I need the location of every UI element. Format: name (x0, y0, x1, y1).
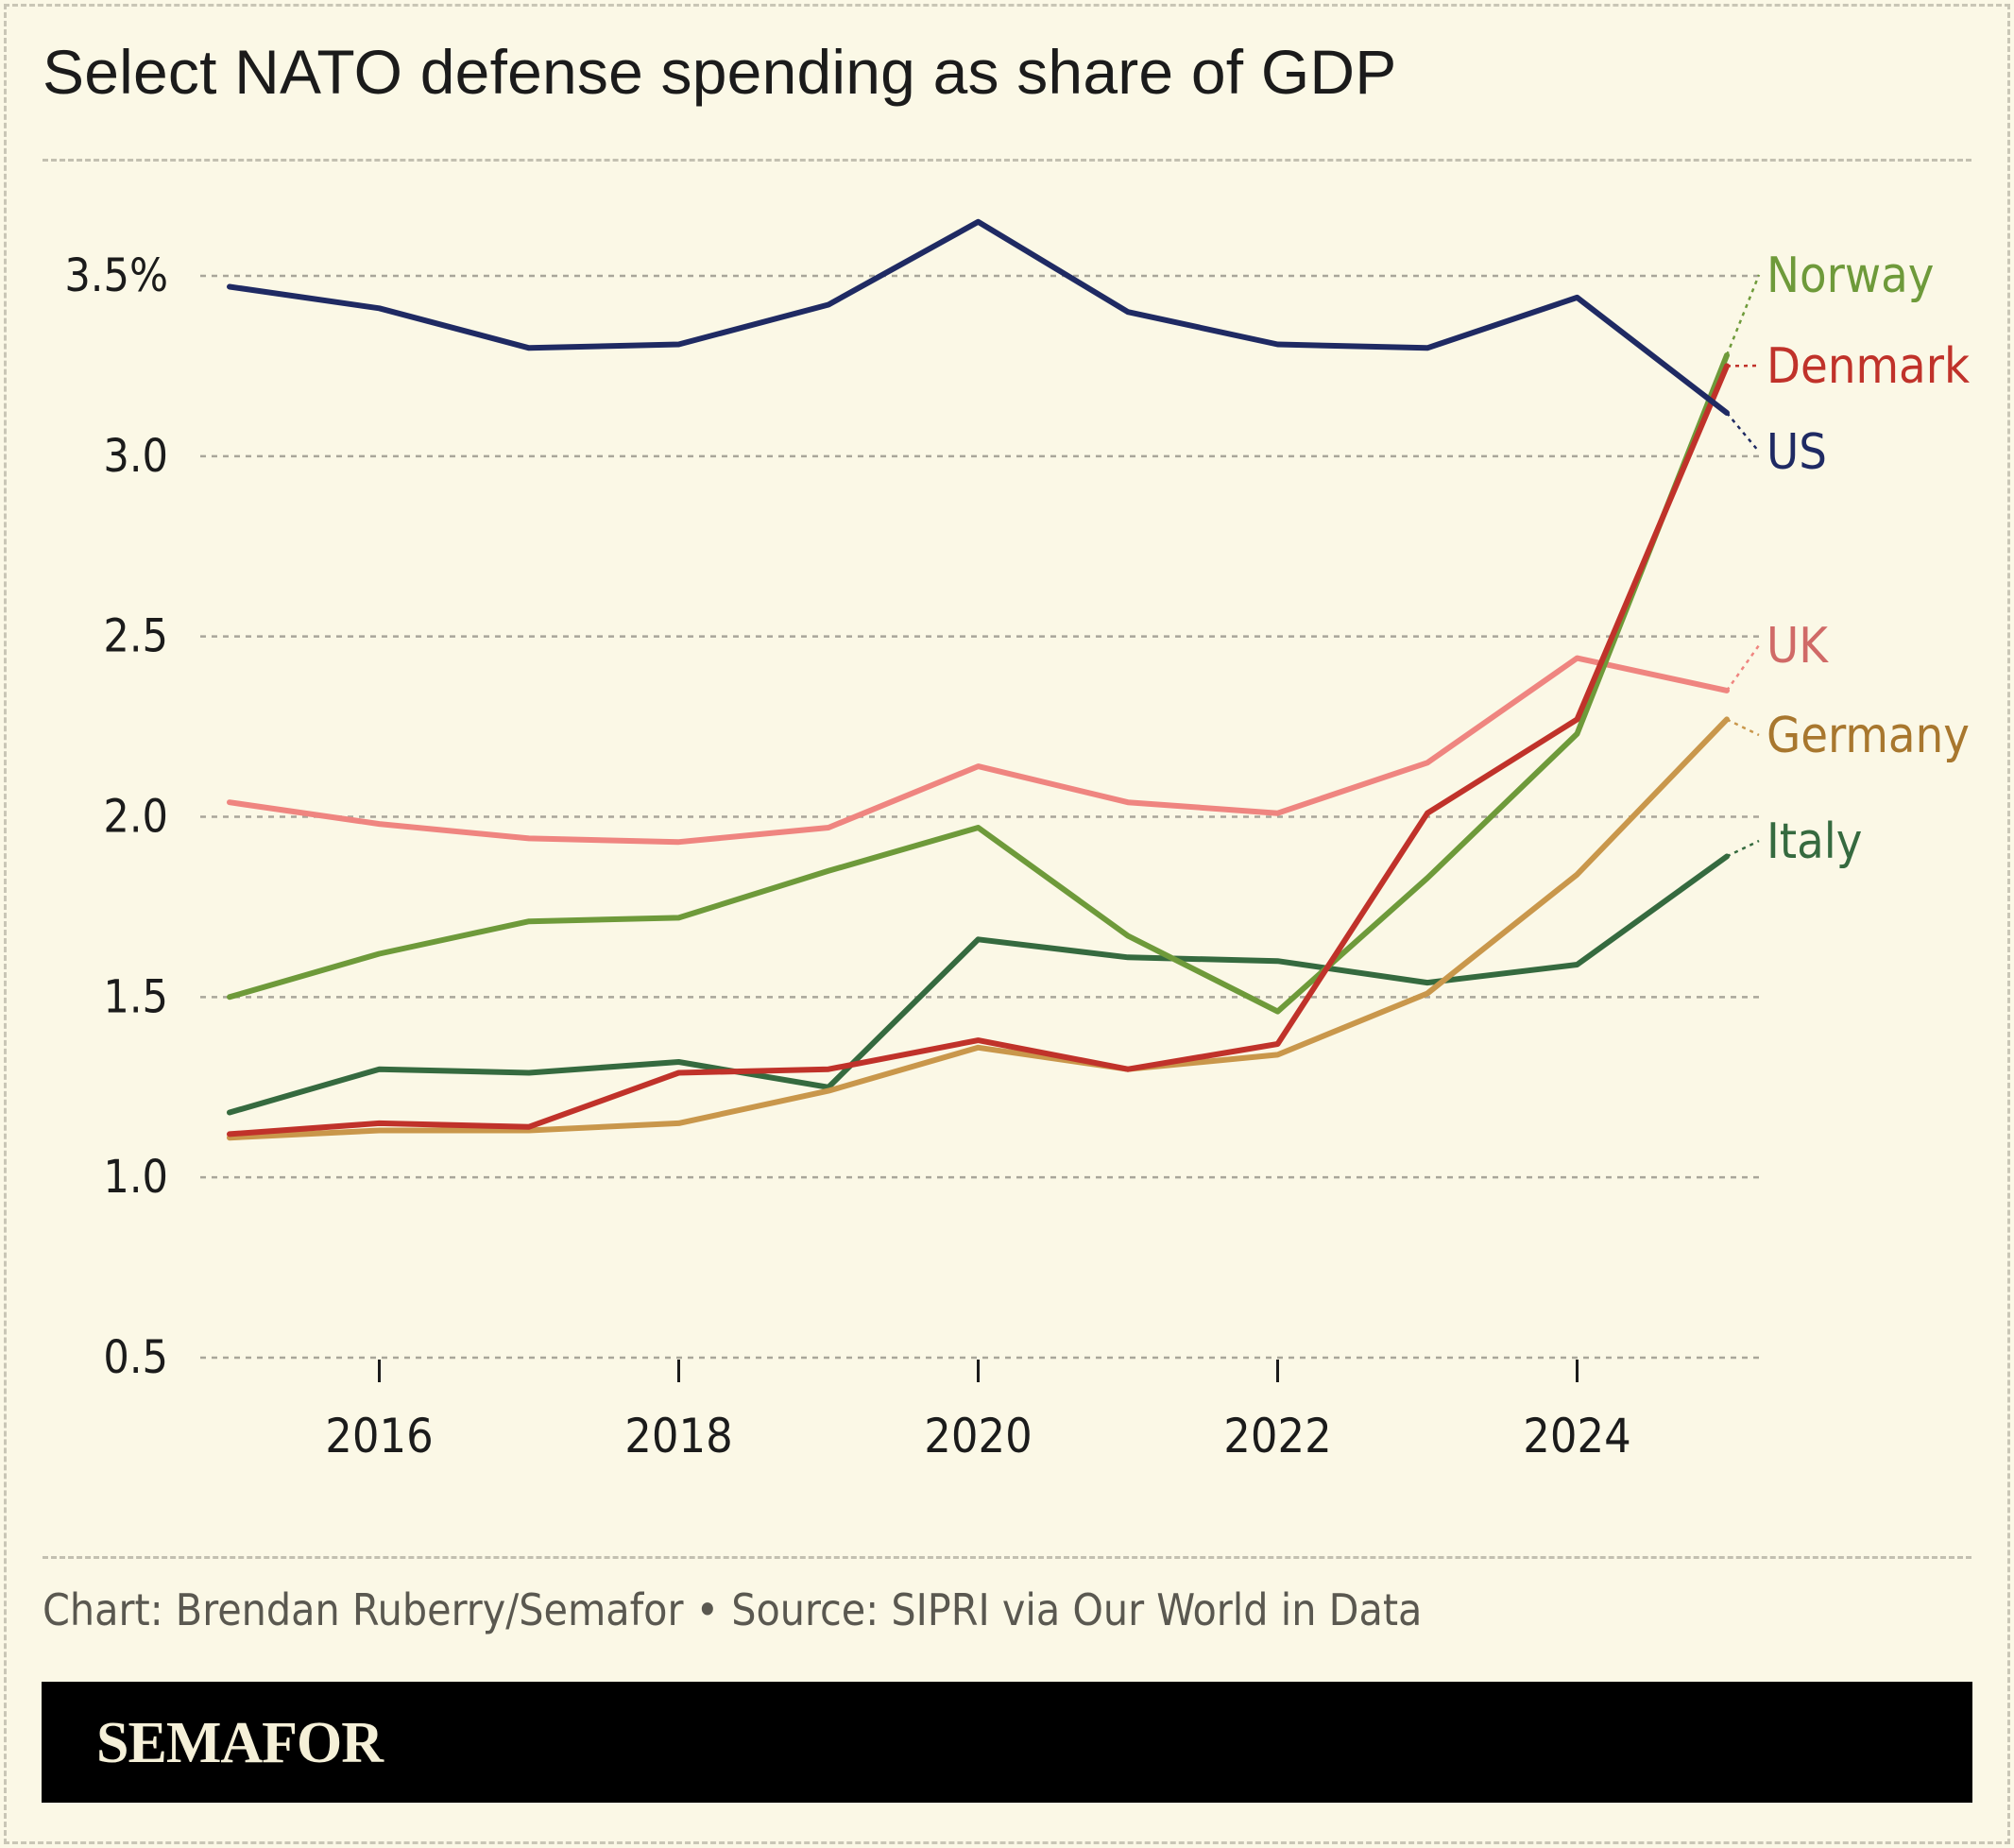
series-label-uk: UK (1767, 618, 1829, 675)
series-label-us: US (1767, 424, 1827, 481)
chart-title: Select NATO defense spending as share of… (43, 37, 1397, 107)
series-line-norway (227, 352, 1730, 1015)
y-tick-label: 3.5% (64, 249, 168, 302)
series-label-norway: Norway (1767, 248, 1934, 304)
y-tick-label: 2.0 (103, 791, 168, 844)
y-tick-label: 1.5 (103, 970, 168, 1023)
source-credit: Chart: Brendan Ruberry/Semafor • Source:… (43, 1584, 1423, 1635)
x-tick-label: 2020 (924, 1409, 1032, 1463)
y-tick-label: 3.0 (103, 430, 168, 483)
footer-bar: SEMAFOR (42, 1682, 1972, 1803)
label-leader-norway (1725, 274, 1761, 356)
series-line-italy (227, 853, 1730, 1116)
line-chart: 0.5 1.0 1.5 2.0 2.5 3.0 3.5% 2016 2018 2020 2022 20… (64, 218, 1970, 1463)
series-label-italy: Italy (1767, 813, 1862, 870)
series-label-denmark: Denmark (1767, 338, 1970, 395)
label-leader-us (1726, 412, 1760, 453)
chart-frame (4, 4, 2010, 1844)
y-tick-label: 2.5 (103, 610, 168, 663)
series-line-germany (227, 716, 1730, 1141)
x-tick-label: 2024 (1523, 1409, 1630, 1463)
y-tick-label: 1.0 (103, 1151, 168, 1204)
y-tick-label: 0.5 (103, 1331, 168, 1384)
x-tick-label: 2016 (325, 1409, 433, 1463)
x-tick-label: 2018 (624, 1409, 732, 1463)
top-divider (43, 159, 1971, 162)
series-label-germany: Germany (1767, 708, 1970, 764)
series-line-us (227, 218, 1730, 416)
series-line-uk (227, 655, 1730, 846)
label-leader-uk (1725, 644, 1761, 692)
series-line-denmark (227, 363, 1730, 1138)
semafor-logo: SEMAFOR (96, 1711, 384, 1775)
label-leader-germany (1726, 718, 1760, 737)
bottom-divider (43, 1556, 1971, 1559)
x-tick-label: 2022 (1223, 1409, 1331, 1463)
label-leader-italy (1726, 839, 1760, 858)
